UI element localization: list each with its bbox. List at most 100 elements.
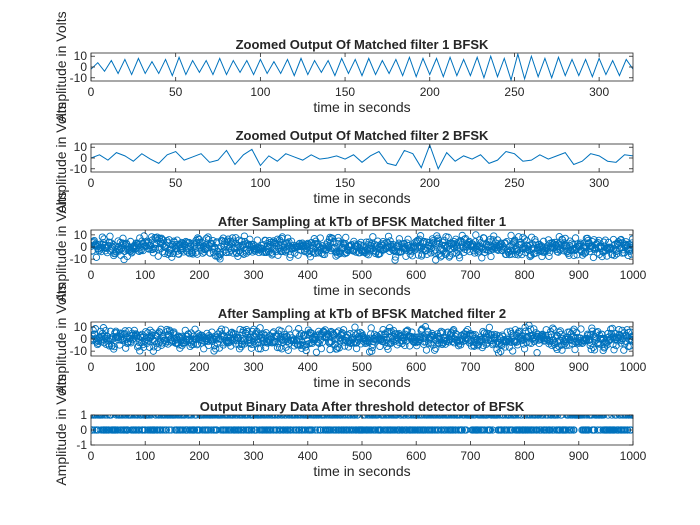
data-point xyxy=(147,415,155,419)
data-point xyxy=(455,254,464,262)
data-point xyxy=(274,415,283,419)
data-point xyxy=(361,415,369,419)
x-tick-label: 150 xyxy=(335,85,355,99)
data-point xyxy=(193,250,201,258)
data-point xyxy=(218,415,226,419)
data-point xyxy=(609,235,618,244)
data-point xyxy=(217,325,226,333)
data-point xyxy=(162,426,170,434)
data-point xyxy=(149,249,157,257)
data-point xyxy=(357,238,365,246)
data-point xyxy=(284,346,292,354)
y-tick-label: 0 xyxy=(80,60,87,74)
data-point xyxy=(333,343,342,351)
y-tick-label: 0 xyxy=(80,332,87,346)
data-point xyxy=(204,233,212,241)
x-tick-label: 0 xyxy=(88,268,95,282)
data-point xyxy=(311,426,320,434)
data-point xyxy=(229,415,237,419)
data-point xyxy=(510,238,518,246)
subplot-title: After Sampling at kTb of BFSK Matched fi… xyxy=(218,214,506,229)
plot-data xyxy=(91,53,633,81)
data-point xyxy=(203,240,211,248)
data-point xyxy=(154,343,162,351)
data-point xyxy=(561,340,569,348)
data-point xyxy=(393,415,401,419)
y-tick-label: 10 xyxy=(74,49,88,63)
series-line-1 xyxy=(91,144,633,171)
x-tick-label: 100 xyxy=(135,360,155,374)
plot-data xyxy=(91,231,633,264)
data-point xyxy=(286,253,294,261)
data-point xyxy=(145,343,154,351)
data-point xyxy=(365,338,373,346)
data-point xyxy=(406,342,414,350)
data-point xyxy=(397,415,405,419)
data-point xyxy=(627,250,633,258)
data-point xyxy=(106,232,114,240)
subplot-4: 0 100 200 300 400 500 600 700 800 900 1000100-10Af… xyxy=(53,283,647,394)
data-point xyxy=(523,338,531,346)
data-point xyxy=(580,415,588,419)
data-point xyxy=(514,415,522,419)
data-point xyxy=(152,415,160,419)
data-point xyxy=(483,415,491,419)
data-point xyxy=(210,347,218,355)
data-point xyxy=(500,239,509,248)
data-point xyxy=(334,233,342,242)
data-point xyxy=(545,248,554,256)
data-point xyxy=(456,237,465,245)
data-point xyxy=(386,237,394,245)
data-point xyxy=(509,347,517,355)
x-tick-label: 100 xyxy=(250,176,270,190)
data-point xyxy=(119,234,127,242)
subplot-title: After Sampling at kTb of BFSK Matched fi… xyxy=(218,306,506,321)
data-point xyxy=(189,340,198,349)
data-point xyxy=(364,251,373,259)
x-tick-label: 0 xyxy=(88,449,95,463)
x-tick-label: 400 xyxy=(298,268,318,282)
data-point xyxy=(490,232,498,240)
data-point xyxy=(273,343,282,352)
data-point xyxy=(133,415,142,419)
data-point xyxy=(327,426,335,434)
x-tick-label: 150 xyxy=(335,176,355,190)
data-point xyxy=(335,344,343,352)
data-point xyxy=(252,330,260,338)
data-point xyxy=(248,426,256,434)
data-point xyxy=(103,415,111,419)
data-point xyxy=(168,253,176,261)
data-point xyxy=(571,345,579,354)
data-point xyxy=(393,341,401,349)
x-tick-label: 200 xyxy=(189,268,209,282)
x-tick-label: 600 xyxy=(406,268,426,282)
data-point xyxy=(368,347,376,355)
data-point xyxy=(312,348,321,356)
y-axis-label: Amplitude in Volts xyxy=(53,11,69,122)
data-point xyxy=(600,415,608,419)
data-point xyxy=(587,345,595,354)
data-point xyxy=(341,415,349,419)
subplot-3: 0 100 200 300 400 500 600 700 800 900 1000100-10Af… xyxy=(53,191,647,302)
y-axis-label: Amplitude in Volts xyxy=(53,102,69,213)
data-point xyxy=(549,324,557,332)
x-tick-label: 200 xyxy=(189,449,209,463)
y-tick-label: 1 xyxy=(80,408,87,422)
data-point xyxy=(171,415,180,419)
data-point xyxy=(246,339,255,348)
data-point xyxy=(278,233,286,241)
data-point xyxy=(557,330,565,339)
data-point xyxy=(401,341,409,350)
data-point xyxy=(278,345,286,353)
data-point xyxy=(342,233,350,242)
data-point xyxy=(486,426,495,434)
x-tick-label: 100 xyxy=(250,85,270,99)
data-point xyxy=(618,326,626,335)
data-point xyxy=(483,330,491,338)
x-tick-label: 800 xyxy=(515,360,535,374)
data-point xyxy=(501,239,509,247)
data-point xyxy=(339,326,348,334)
data-point xyxy=(554,415,562,419)
